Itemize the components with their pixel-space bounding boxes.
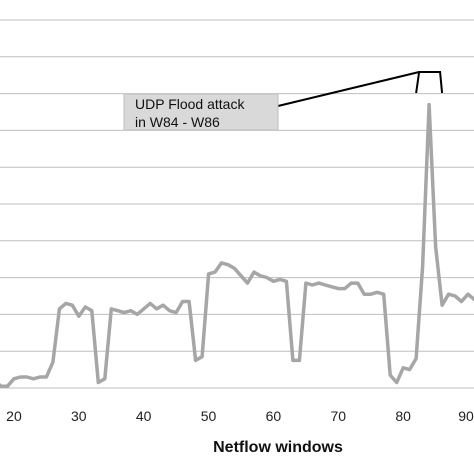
series-line xyxy=(0,102,474,388)
annotation-bracket xyxy=(415,71,444,94)
x-tick-label: 50 xyxy=(201,408,217,424)
annotation-box xyxy=(123,93,279,131)
x-tick-label: 20 xyxy=(6,408,22,424)
gridlines xyxy=(0,19,474,352)
x-tick-label: 40 xyxy=(136,408,152,424)
x-tick-label: 90 xyxy=(458,408,474,424)
annotation: UDP Flood attack in W84 - W86 xyxy=(123,71,444,131)
annotation-line-1: UDP Flood attack xyxy=(135,96,245,112)
x-tick-labels: 20 30 40 50 60 70 80 90 xyxy=(6,408,474,424)
annotation-line-2: in W84 - W86 xyxy=(135,114,220,130)
x-tick-label: 60 xyxy=(266,408,282,424)
x-axis-label: Netflow windows xyxy=(213,439,343,456)
x-tick-label: 30 xyxy=(71,408,87,424)
x-tick-label: 80 xyxy=(395,408,411,424)
annotation-connector xyxy=(277,71,420,107)
x-tick-label: 70 xyxy=(331,408,347,424)
